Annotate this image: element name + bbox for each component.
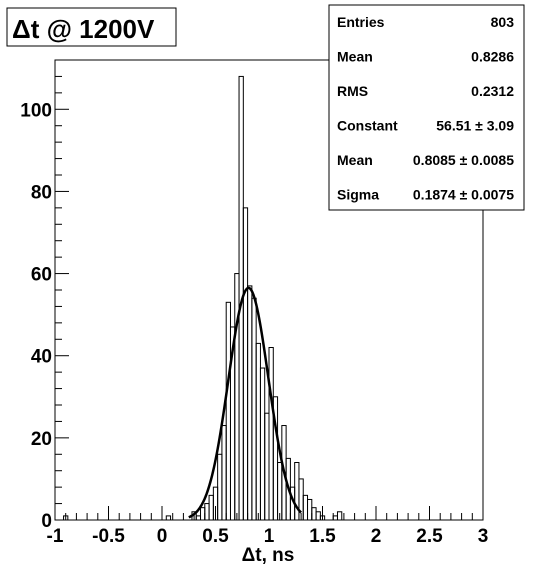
stats-box: Entries 803 Mean 0.8286 RMS 0.2312 Constant 56.… [328,4,525,211]
chart-title: Δt @ 1200V [12,14,155,44]
histogram-bin [272,396,279,521]
stats-value: 56.51 ± 3.09 [436,118,514,134]
x-tick-label: 1.5 [309,526,336,547]
x-tick-label: -1 [47,526,64,547]
stats-label: Mean [337,152,373,168]
y-tick-label: 60 [31,265,52,286]
stats-label: Constant [337,118,398,134]
x-tick-label: 0 [157,526,168,547]
stats-label: Sigma [337,187,379,203]
stats-value: 803 [491,14,515,30]
stats-value: 0.8085 ± 0.0085 [413,152,514,168]
y-tick-label: 100 [20,100,52,121]
histogram-bins [63,75,343,521]
histogram-bin [165,515,172,521]
chart-title-box: Δt @ 1200V [6,7,177,47]
stats-label: Entries [337,14,385,30]
stats-value: 0.2312 [471,83,514,99]
stats-rows: Entries 803 Mean 0.8286 RMS 0.2312 Constant 56.… [337,14,514,203]
stats-value: 0.8286 [471,49,514,65]
stats-label: RMS [337,83,368,99]
histogram-bin [336,511,343,521]
y-tick-label: 0 [41,511,52,532]
y-tick-label: 40 [31,347,52,368]
x-axis: -1 -0.5 0 0.5 1 1.5 2 2.5 3 [47,506,489,547]
x-tick-label: 0.5 [202,526,229,547]
x-tick-label: 3 [478,526,489,547]
gaussian-fit-curve [188,286,302,519]
x-tick-label: 2.5 [416,526,443,547]
x-axis-title: Δt, ns [242,545,295,566]
y-tick-label: 20 [31,429,52,450]
x-tick-label: 2 [371,526,382,547]
y-axis: 0 20 40 60 80 100 [20,59,69,532]
x-tick-label: 1 [264,526,275,547]
stats-value: 0.1874 ± 0.0075 [413,187,514,203]
x-tick-label: -0.5 [92,526,125,547]
stats-label: Mean [337,49,373,65]
y-tick-label: 80 [31,182,52,203]
